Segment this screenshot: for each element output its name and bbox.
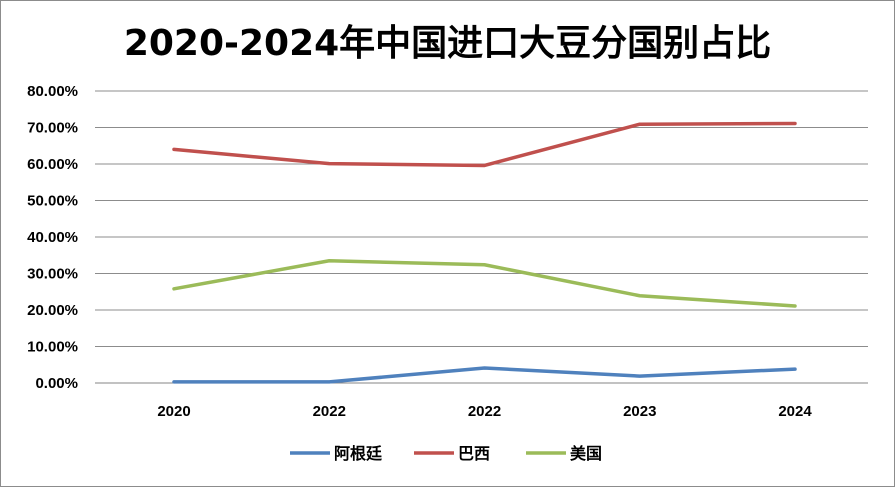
x-tick-label: 2022: [468, 403, 501, 420]
x-tick-label: 2023: [623, 403, 656, 420]
y-tick-label: 70.00%: [27, 120, 78, 137]
x-axis-ticks: 2020 2022 2022 2023 2024: [157, 403, 812, 420]
y-axis-ticks: 0.00% 10.00% 20.00% 30.00% 40.00% 50.00% 60.00…: [27, 83, 78, 392]
series-line-2: [172, 258, 797, 308]
y-tick-label: 60.00%: [27, 156, 78, 173]
x-tick-label: 2022: [313, 403, 346, 420]
series-line-0: [172, 366, 797, 384]
legend: 阿根廷 巴西 美国: [290, 444, 602, 463]
gridlines: [95, 90, 868, 384]
x-tick-label: 2024: [778, 403, 812, 420]
chart-title: 2020-2024年中国进口大豆分国别占比: [123, 23, 772, 64]
y-tick-label: 10.00%: [27, 339, 78, 356]
y-tick-label: 50.00%: [27, 193, 78, 210]
legend-label: 阿根廷: [334, 444, 383, 463]
y-tick-label: 80.00%: [27, 83, 78, 100]
y-tick-label: 20.00%: [27, 302, 78, 319]
y-tick-label: 30.00%: [27, 266, 78, 283]
series-line-1: [172, 121, 797, 168]
x-tick-label: 2020: [157, 403, 190, 420]
y-tick-label: 40.00%: [27, 229, 78, 246]
legend-label: 巴西: [458, 444, 490, 463]
y-tick-label: 0.00%: [35, 375, 78, 392]
legend-label: 美国: [570, 444, 602, 463]
series-lines: [172, 121, 797, 384]
